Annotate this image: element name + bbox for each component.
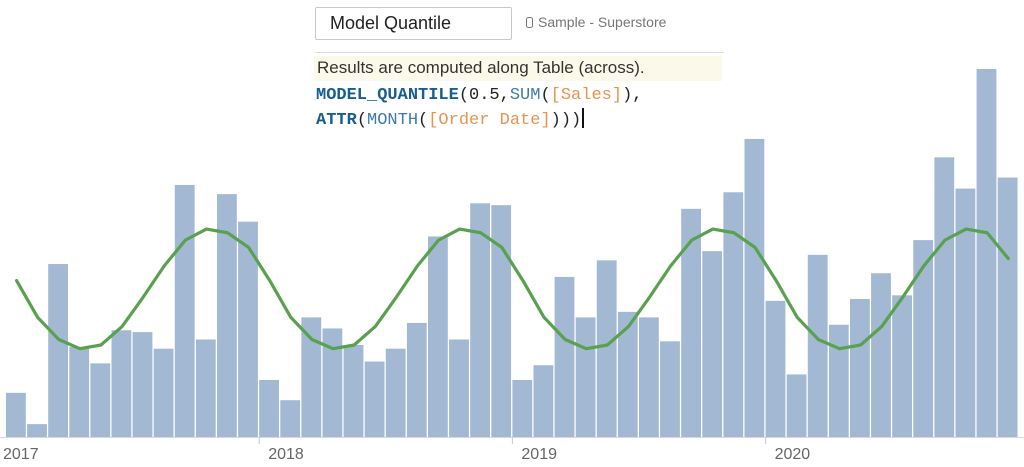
formula-punct: ))) [550, 111, 582, 130]
calc-name-field[interactable]: Model Quantile [315, 7, 512, 40]
bar [174, 184, 195, 437]
bar [470, 203, 490, 437]
bar [554, 276, 575, 437]
bar [217, 194, 237, 437]
formula-fn: ATTR [316, 111, 357, 130]
formula-field: [Order Date] [428, 111, 551, 130]
bar [322, 328, 343, 437]
bar [976, 69, 997, 437]
bar [491, 205, 512, 437]
bar [828, 324, 849, 437]
x-tick-label: 2017 [3, 446, 39, 463]
bar [48, 264, 68, 437]
text-cursor [582, 108, 584, 128]
formula-punct: ( [418, 111, 429, 130]
bar [6, 392, 26, 437]
database-icon [526, 17, 533, 28]
bar [681, 208, 701, 437]
formula-punct: ), [622, 86, 643, 105]
bar [765, 300, 786, 437]
bar [343, 345, 364, 437]
bar [913, 240, 934, 437]
bar [744, 138, 765, 438]
formula-punct: ( [540, 86, 551, 105]
bar [153, 348, 174, 437]
formula-field: [Sales] [550, 86, 623, 105]
bar [807, 254, 828, 437]
bar [111, 330, 132, 437]
bar [786, 374, 807, 437]
formula-fn: MODEL_QUANTILE [316, 86, 459, 105]
formula-line-1: MODEL_QUANTILE(0.5,SUM([Sales]), [316, 83, 642, 108]
bar [449, 339, 469, 437]
x-tick-label: 2018 [268, 446, 304, 463]
x-tick-label: 2020 [775, 446, 811, 463]
model-quantile-line [14, 227, 1010, 351]
bar [596, 260, 617, 437]
bar [27, 424, 47, 437]
formula-punct: , [499, 86, 510, 105]
formula-punct: ( [356, 111, 368, 130]
x-axis-ticks: 2017 2018 2019 2020 [3, 437, 810, 463]
formula-line-2: ATTR(MONTH([Order Date]))) [316, 108, 642, 133]
bar [617, 311, 638, 437]
formula-editor[interactable]: MODEL_QUANTILE(0.5,SUM([Sales]), ATTR(MON… [316, 83, 642, 133]
bar [533, 365, 554, 437]
bar [575, 317, 596, 437]
bar [428, 236, 448, 437]
bar [723, 192, 744, 437]
bar [90, 363, 111, 437]
bar [364, 361, 385, 437]
formula-punct: ( [458, 86, 470, 105]
formula-fn: MONTH [367, 111, 419, 130]
bar [406, 322, 427, 437]
bar [385, 348, 406, 437]
bar [892, 295, 912, 437]
bar [69, 346, 90, 437]
formula-fn: SUM [509, 86, 541, 105]
bar [301, 317, 322, 437]
bar [850, 299, 870, 437]
bar [871, 273, 891, 437]
bar [934, 157, 955, 437]
formula-number: 0.5 [469, 86, 500, 105]
bar [639, 317, 659, 437]
bar [702, 251, 723, 437]
datasource-name: Sample - Superstore [538, 14, 667, 30]
bar [132, 332, 153, 437]
bar [259, 379, 279, 437]
bar [997, 177, 1018, 437]
bar [280, 400, 301, 437]
bar [955, 188, 976, 437]
datasource-label: Sample - Superstore [526, 14, 666, 30]
bar [238, 221, 258, 437]
bar [195, 339, 216, 437]
bar [512, 379, 533, 437]
editor-divider [315, 52, 724, 53]
x-tick-label: 2019 [521, 446, 557, 463]
bar [660, 341, 680, 437]
compute-notice: Results are computed along Table (across… [314, 56, 722, 81]
